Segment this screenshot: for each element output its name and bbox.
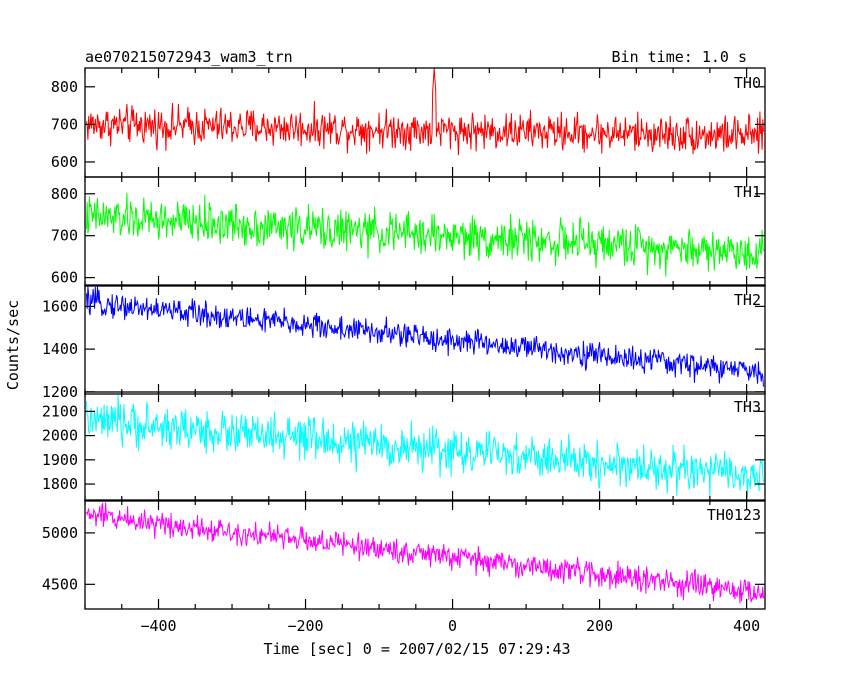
y-tick-label: 5000 [42, 524, 78, 542]
y-tick-label: 2000 [42, 427, 78, 445]
series-line-th1 [86, 192, 764, 277]
panel-th2: TH2 1200 1400 1600 [42, 284, 766, 401]
y-tick-label: 800 [51, 78, 78, 96]
y-tick-label: 2100 [42, 402, 78, 420]
series-line-th0 [86, 67, 764, 156]
y-tick-label: 700 [51, 227, 78, 245]
series-line-th0123 [86, 502, 764, 604]
y-tick-label: 1900 [42, 451, 78, 469]
panel-th3: TH3 1800 1900 2000 2100 [42, 391, 766, 502]
series-line-th2 [86, 286, 764, 387]
x-tick-label: −400 [140, 617, 176, 635]
y-tick-label: 600 [51, 153, 78, 171]
y-tick-label: 700 [51, 115, 78, 133]
y-tick-label: 600 [51, 269, 78, 287]
y-tick-label: 1200 [42, 383, 78, 401]
panel-frame [84, 67, 766, 178]
panel-th0123: TH0123 4500 5000 [42, 499, 766, 610]
y-tick-label: 4500 [42, 575, 78, 593]
y-tick-label: 800 [51, 185, 78, 203]
panel-th0: TH0 600 700 800 [51, 67, 766, 178]
chart-title-left: ae070215072943_wam3_trn [85, 48, 293, 66]
y-tick-label: 1600 [42, 297, 78, 315]
panel-frame [84, 391, 766, 502]
panel-frame [84, 284, 766, 395]
panels-group: TH0600700800TH1600700800TH2120014001600T… [42, 67, 766, 635]
panel-frame [84, 176, 766, 287]
panel-frame [84, 499, 766, 610]
panel-label: TH2 [734, 291, 761, 309]
panel-label: TH0 [734, 74, 761, 92]
chart-title-right: Bin time: 1.0 s [612, 48, 747, 66]
series-line-th3 [86, 394, 764, 499]
y-axis-label: Counts/sec [4, 300, 22, 390]
panel-th1: TH1 600 700 800 [51, 176, 766, 287]
y-tick-label: 1800 [42, 475, 78, 493]
panel-label: TH0123 [707, 506, 761, 524]
x-tick-label: 0 [448, 617, 457, 635]
x-tick-label: 400 [733, 617, 760, 635]
x-tick-label: 200 [586, 617, 613, 635]
panel-label: TH3 [734, 398, 761, 416]
x-axis-label: Time [sec] 0 = 2007/02/15 07:29:43 [263, 640, 570, 658]
x-tick-label: −200 [287, 617, 323, 635]
panel-label: TH1 [734, 183, 761, 201]
y-tick-label: 1400 [42, 340, 78, 358]
